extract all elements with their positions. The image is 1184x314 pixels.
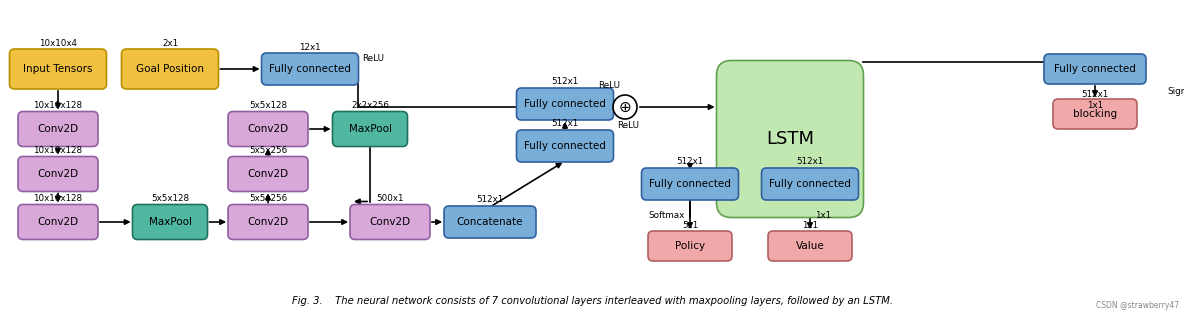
Text: 10x10x128: 10x10x128 [33, 146, 83, 155]
Text: Fully connected: Fully connected [1054, 64, 1135, 74]
FancyBboxPatch shape [1044, 54, 1146, 84]
FancyBboxPatch shape [333, 111, 407, 147]
Text: Fully connected: Fully connected [525, 141, 606, 151]
Text: 2x1: 2x1 [162, 39, 178, 47]
FancyBboxPatch shape [768, 231, 852, 261]
Text: 5x5x128: 5x5x128 [249, 101, 287, 110]
Text: 12x1: 12x1 [300, 42, 321, 51]
Text: 5x1: 5x1 [682, 220, 699, 230]
FancyBboxPatch shape [516, 88, 613, 120]
Text: $\oplus$: $\oplus$ [618, 100, 632, 115]
Text: 512x1: 512x1 [552, 78, 579, 86]
Text: 512x1: 512x1 [676, 158, 703, 166]
FancyBboxPatch shape [516, 130, 613, 162]
Text: Sigmoid: Sigmoid [1167, 87, 1184, 96]
Text: Fully connected: Fully connected [770, 179, 851, 189]
Text: 512x1: 512x1 [797, 158, 824, 166]
FancyBboxPatch shape [229, 111, 308, 147]
FancyBboxPatch shape [229, 156, 308, 192]
Text: 5x5x256: 5x5x256 [249, 194, 287, 203]
Text: Softmax: Softmax [649, 211, 686, 220]
Text: blocking: blocking [1073, 109, 1117, 119]
Text: Conv2D: Conv2D [247, 217, 289, 227]
FancyBboxPatch shape [262, 53, 359, 85]
Text: Conv2D: Conv2D [247, 169, 289, 179]
Text: Input Tensors: Input Tensors [24, 64, 92, 74]
Text: Conv2D: Conv2D [369, 217, 411, 227]
FancyBboxPatch shape [648, 231, 732, 261]
Text: 10x10x128: 10x10x128 [33, 194, 83, 203]
Text: ReLU: ReLU [362, 54, 385, 63]
Text: CSDN @strawberry47: CSDN @strawberry47 [1096, 301, 1179, 310]
Text: 1x1: 1x1 [815, 211, 831, 220]
FancyBboxPatch shape [18, 204, 98, 240]
FancyBboxPatch shape [229, 204, 308, 240]
FancyBboxPatch shape [444, 206, 536, 238]
Text: Conv2D: Conv2D [38, 169, 78, 179]
FancyBboxPatch shape [761, 168, 858, 200]
Text: 5x5x256: 5x5x256 [249, 146, 287, 155]
Text: ReLU: ReLU [598, 81, 620, 90]
Text: 512x1: 512x1 [476, 196, 503, 204]
Text: 10x10x4: 10x10x4 [39, 39, 77, 47]
Text: Value: Value [796, 241, 824, 251]
FancyBboxPatch shape [716, 61, 863, 218]
FancyBboxPatch shape [642, 168, 739, 200]
FancyBboxPatch shape [18, 156, 98, 192]
Text: ReLU: ReLU [618, 121, 639, 129]
Text: 512x1: 512x1 [1081, 90, 1108, 99]
Text: Policy: Policy [675, 241, 704, 251]
Text: Concatenate: Concatenate [457, 217, 523, 227]
FancyBboxPatch shape [9, 49, 107, 89]
Text: 500x1: 500x1 [377, 194, 404, 203]
Text: LSTM: LSTM [766, 130, 815, 148]
FancyBboxPatch shape [350, 204, 430, 240]
Text: MaxPool: MaxPool [148, 217, 192, 227]
Text: Goal Position: Goal Position [136, 64, 204, 74]
Text: 512x1: 512x1 [552, 120, 579, 128]
FancyBboxPatch shape [18, 111, 98, 147]
FancyBboxPatch shape [122, 49, 219, 89]
Text: 10x10x128: 10x10x128 [33, 101, 83, 110]
Text: Fully connected: Fully connected [525, 99, 606, 109]
FancyBboxPatch shape [133, 204, 207, 240]
Text: Fig. 3.    The neural network consists of 7 convolutional layers interleaved wit: Fig. 3. The neural network consists of 7… [291, 296, 893, 306]
Text: 2x2x256: 2x2x256 [352, 101, 388, 110]
Text: Fully connected: Fully connected [269, 64, 350, 74]
Text: 1x1: 1x1 [1087, 101, 1103, 110]
Circle shape [613, 95, 637, 119]
Text: 5x5x128: 5x5x128 [150, 194, 189, 203]
Text: MaxPool: MaxPool [348, 124, 392, 134]
Text: Conv2D: Conv2D [38, 217, 78, 227]
Text: 1x1: 1x1 [802, 220, 818, 230]
Text: Fully connected: Fully connected [649, 179, 731, 189]
Text: Conv2D: Conv2D [247, 124, 289, 134]
FancyBboxPatch shape [1053, 99, 1137, 129]
Text: Conv2D: Conv2D [38, 124, 78, 134]
